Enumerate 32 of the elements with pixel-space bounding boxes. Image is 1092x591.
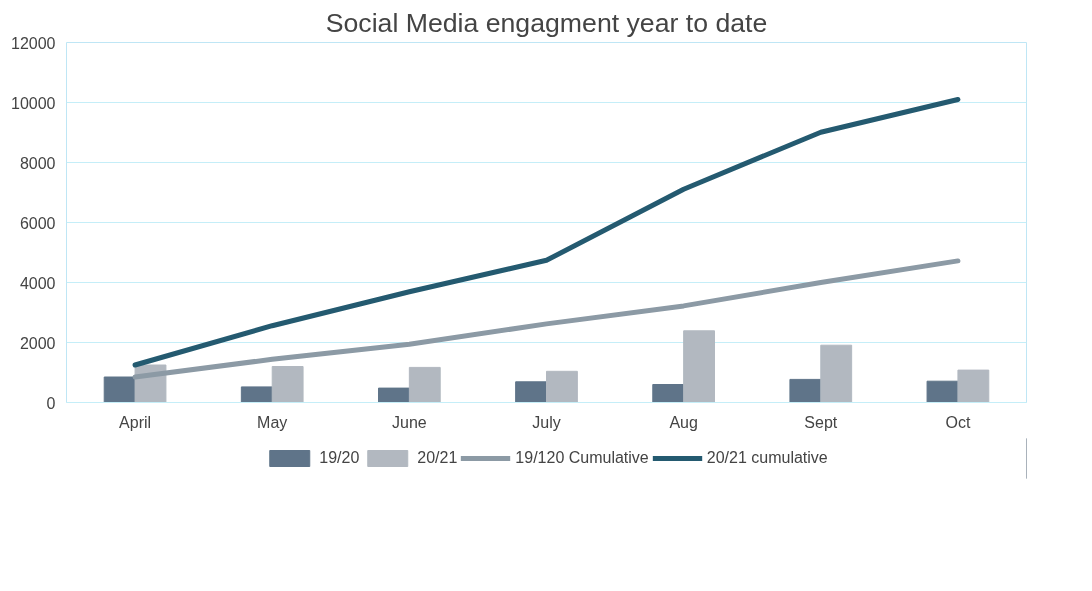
y-tick-label: 6000 <box>19 214 56 232</box>
bar <box>957 369 990 403</box>
bar <box>683 330 715 403</box>
legend-label: 19/20 <box>319 449 360 467</box>
x-tick-label: Oct <box>945 413 971 431</box>
y-tick-label: 2000 <box>19 334 56 352</box>
bar <box>103 376 136 403</box>
bar <box>652 384 685 403</box>
bar <box>240 386 273 403</box>
x-tick-label: Sept <box>804 413 838 431</box>
y-tick-label: 10000 <box>11 94 56 112</box>
bar <box>408 366 441 403</box>
y-tick-label: 12000 <box>11 34 56 52</box>
y-tick-label: 4000 <box>19 274 56 292</box>
bar <box>820 344 853 403</box>
bar <box>515 381 547 403</box>
bar <box>789 378 822 403</box>
bar <box>271 366 304 403</box>
x-tick-label: Aug <box>669 413 698 431</box>
x-tick-label: June <box>392 413 427 431</box>
bar <box>926 380 959 403</box>
x-tick-label: July <box>532 413 561 431</box>
y-tick-label: 8000 <box>19 154 56 172</box>
x-tick-label: April <box>119 413 152 431</box>
legend-label: 20/21 cumulative <box>706 449 828 467</box>
bar <box>546 370 578 403</box>
bar <box>378 387 410 403</box>
legend-label: 19/120 Cumulative <box>515 449 649 467</box>
x-tick-label: May <box>257 413 288 431</box>
legend-label: 20/21 <box>417 449 458 467</box>
y-tick-label: 0 <box>46 394 56 412</box>
chart-title: Social Media engagment year to date <box>325 7 768 38</box>
